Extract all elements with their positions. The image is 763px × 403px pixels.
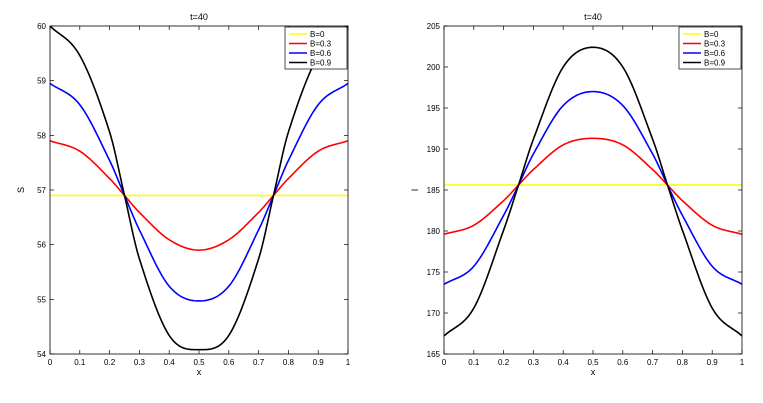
right-x-axis-title: x bbox=[591, 367, 596, 377]
right-x-tick-label: 0.8 bbox=[677, 358, 689, 367]
right-y-tick-label: 185 bbox=[427, 186, 441, 195]
right-x-tick-label: 0.5 bbox=[587, 358, 599, 367]
left-plot-frame bbox=[49, 25, 349, 355]
right-series-line-2 bbox=[444, 90, 742, 285]
left-series-line-2 bbox=[50, 82, 348, 302]
left-y-tick-label: 58 bbox=[37, 131, 46, 140]
left-x-tick-label: 0.2 bbox=[104, 358, 116, 367]
right-y-tick-label: 175 bbox=[427, 268, 441, 277]
left-x-tick-label: 0.6 bbox=[223, 358, 235, 367]
left-x-tick-label: 1 bbox=[346, 358, 351, 367]
right-chart-title: t=40 bbox=[584, 12, 602, 22]
left-legend-label: B=0 bbox=[310, 30, 325, 39]
left-y-tick-label: 57 bbox=[37, 186, 46, 195]
left-chart-title: t=40 bbox=[190, 12, 208, 22]
left-x-tick-label: 0.3 bbox=[134, 358, 146, 367]
right-legend-label: B=0 bbox=[704, 30, 719, 39]
left-y-tick-label: 54 bbox=[37, 350, 46, 359]
left-x-tick-label: 0.8 bbox=[283, 358, 295, 367]
right-series-line-3 bbox=[444, 46, 742, 337]
right-y-tick-label: 200 bbox=[427, 63, 441, 72]
right-y-tick-label: 170 bbox=[427, 309, 441, 318]
right-x-tick-label: 1 bbox=[740, 358, 745, 367]
left-y-tick-label: 56 bbox=[37, 241, 46, 250]
left-y-tick-label: 55 bbox=[37, 295, 46, 304]
right-y-tick-label: 195 bbox=[427, 104, 441, 113]
right-y-axis-title: I bbox=[410, 189, 420, 192]
right-legend-label: B=0.9 bbox=[704, 59, 726, 68]
left-x-tick-label: 0 bbox=[48, 358, 53, 367]
left-x-axis-title: x bbox=[197, 367, 202, 377]
right-plot-frame bbox=[443, 25, 743, 355]
right-legend-label: B=0.3 bbox=[704, 40, 726, 49]
right-x-tick-label: 0.6 bbox=[617, 358, 629, 367]
right-x-tick-label: 0.3 bbox=[528, 358, 540, 367]
left-x-tick-label: 0.1 bbox=[74, 358, 86, 367]
right-chart: 0 0.1 0.2 0.3 0.4 0.5 0.6 0.7 0.8 0.9 1 165 170 175 18… bbox=[410, 12, 745, 377]
left-x-tick-label: 0.4 bbox=[164, 358, 176, 367]
right-y-tick-label: 190 bbox=[427, 145, 441, 154]
right-legend-label: B=0.6 bbox=[704, 49, 726, 58]
left-series-line-3 bbox=[50, 26, 348, 351]
left-legend-label: B=0.9 bbox=[310, 59, 332, 68]
right-x-tick-label: 0.9 bbox=[707, 358, 719, 367]
left-x-tick-label: 0.7 bbox=[253, 358, 265, 367]
right-x-tick-label: 0.2 bbox=[498, 358, 510, 367]
left-x-tick-label: 0.5 bbox=[193, 358, 205, 367]
right-x-tick-label: 0 bbox=[442, 358, 447, 367]
left-chart: 0 0.1 0.2 0.3 0.4 0.5 0.6 0.7 0.8 0.9 1 54 55 56 57 58 5… bbox=[16, 12, 351, 377]
right-x-tick-label: 0.1 bbox=[468, 358, 480, 367]
right-y-tick-label: 180 bbox=[427, 227, 441, 236]
left-legend-label: B=0.3 bbox=[310, 40, 332, 49]
left-series-line-1 bbox=[50, 140, 348, 251]
left-y-tick-label: 60 bbox=[37, 22, 46, 31]
right-x-tick-label: 0.7 bbox=[647, 358, 659, 367]
left-legend-label: B=0.6 bbox=[310, 49, 332, 58]
left-x-tick-label: 0.9 bbox=[313, 358, 325, 367]
right-series-line-1 bbox=[444, 137, 742, 236]
right-y-tick-label: 205 bbox=[427, 22, 441, 31]
left-y-tick-label: 59 bbox=[37, 77, 46, 86]
right-legend: B=0B=0.3B=0.6B=0.9 bbox=[678, 26, 742, 70]
left-y-axis-title: S bbox=[16, 187, 26, 193]
left-legend: B=0B=0.3B=0.6B=0.9 bbox=[284, 26, 348, 70]
right-y-tick-label: 165 bbox=[427, 350, 441, 359]
right-x-tick-label: 0.4 bbox=[558, 358, 570, 367]
